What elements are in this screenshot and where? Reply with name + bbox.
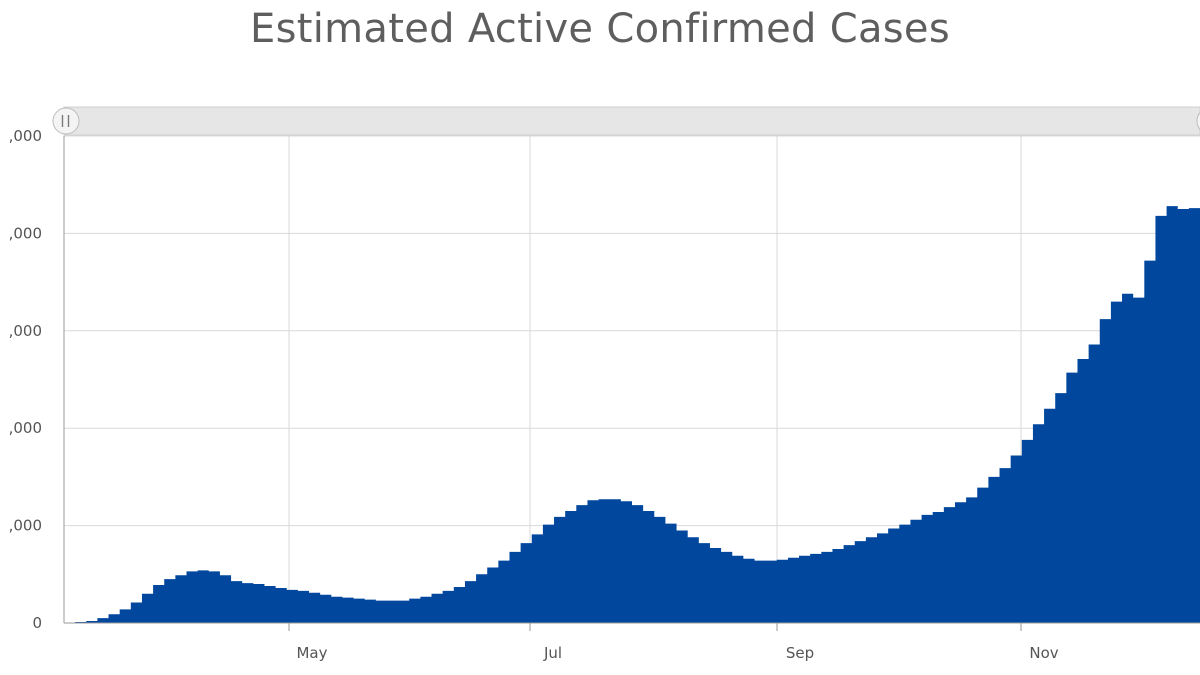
x-tick-label: May	[296, 644, 327, 662]
y-tick-label: ,000	[9, 517, 42, 535]
scrollbar-track[interactable]	[63, 106, 1200, 136]
scrollbar-left-handle[interactable]	[52, 107, 80, 135]
y-tick-label: ,000	[9, 127, 42, 145]
y-tick-label: ,000	[9, 322, 42, 340]
x-tick-label: Sep	[786, 644, 814, 662]
y-tick-label: ,000	[9, 419, 42, 437]
x-tick-label: Nov	[1029, 644, 1058, 662]
y-tick-label: ,000	[9, 224, 42, 242]
chart-title: Estimated Active Confirmed Cases	[250, 6, 950, 52]
x-tick-label: Jul	[543, 644, 562, 662]
area-layer	[64, 206, 1200, 623]
active-cases-area	[64, 206, 1200, 623]
range-scrollbar[interactable]	[52, 106, 1200, 136]
scrollbar-right-handle[interactable]	[1196, 108, 1200, 134]
y-tick-label: 0	[32, 614, 42, 632]
axis-layer: 0 ,000 ,000 ,000 ,000 ,000 May Jul Sep Nov	[9, 127, 1200, 662]
